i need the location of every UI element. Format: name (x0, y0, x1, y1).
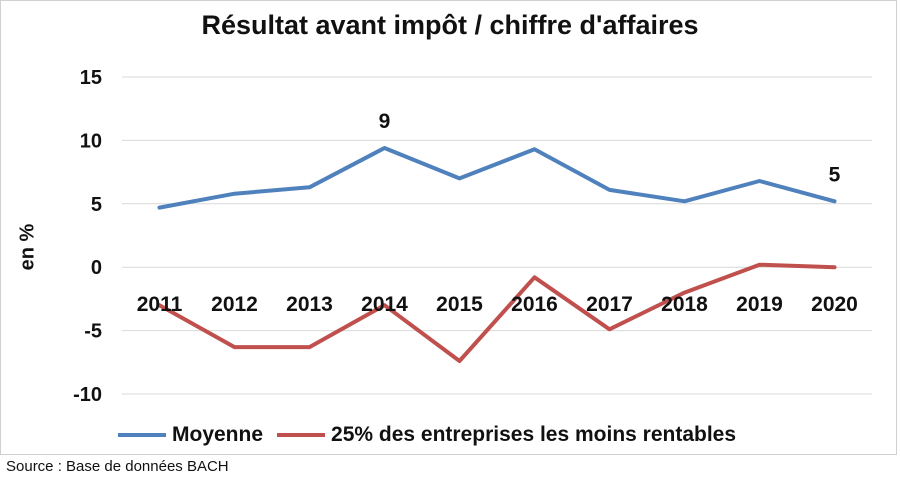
y-tick-label: 5 (91, 194, 102, 216)
x-tick-label: 2012 (211, 293, 258, 316)
x-tick-label: 2020 (811, 293, 858, 316)
series-line-1 (157, 262, 837, 363)
y-tick-label: 10 (80, 130, 102, 152)
x-tick-labels: 2011 2012 2013 2014 2015 2016 2017 2018 2019 2020 (137, 293, 858, 316)
chart-title: Résultat avant impôt / chiffre d'affaire… (201, 10, 699, 40)
legend-label-moyenne: Moyenne (172, 423, 264, 446)
y-tick-label: 0 (91, 257, 102, 279)
legend-label-least-profitable: 25% des entreprises les moins rentables (331, 423, 737, 446)
x-tick-label: 2011 (137, 293, 183, 316)
series-lines (157, 146, 837, 363)
x-tick-label: 2014 (361, 293, 408, 316)
x-tick-label: 2019 (736, 293, 783, 316)
source-note: Source : Base de données BACH (6, 458, 229, 475)
legend-swatch-least-profitable (277, 433, 326, 437)
legend: Moyenne 25% des entreprises les moins re… (118, 423, 750, 447)
x-tick-label: 2016 (511, 293, 558, 316)
y-tick-labels: 15 10 5 0 -5 -10 (73, 67, 102, 406)
data-label: 9 (379, 110, 391, 133)
data-labels: 95 (379, 110, 841, 186)
legend-item-moyenne: Moyenne (118, 423, 263, 447)
chart-frame (0, 0, 897, 455)
data-label: 5 (829, 163, 841, 186)
y-tick-label: -5 (84, 321, 102, 343)
y-tick-label: 15 (80, 67, 102, 89)
x-tick-label: 2017 (586, 293, 633, 316)
y-axis-label: en % (16, 223, 39, 271)
series-line-0 (157, 146, 837, 210)
y-tick-label: -10 (73, 384, 102, 406)
legend-item-least-profitable: 25% des entreprises les moins rentables (277, 423, 736, 447)
x-tick-label: 2015 (436, 293, 483, 316)
x-tick-label: 2018 (661, 293, 708, 316)
gridlines (122, 76, 872, 395)
legend-swatch-moyenne (118, 433, 166, 437)
x-tick-label: 2013 (286, 293, 333, 316)
